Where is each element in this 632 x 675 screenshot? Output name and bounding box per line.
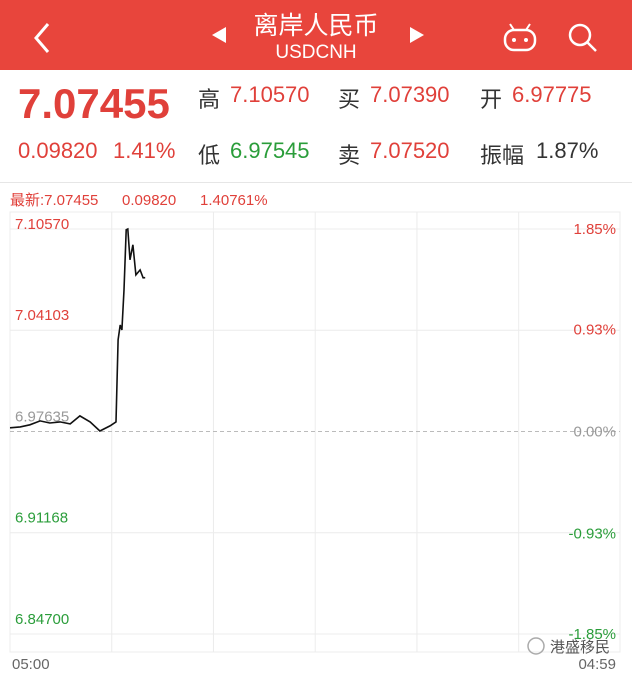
field-label: 高: [198, 87, 221, 112]
field-label: 振幅: [480, 143, 525, 168]
subtitle: USDCNH: [275, 42, 357, 63]
next-button[interactable]: [410, 27, 424, 43]
y2-tick-label: -1.85%: [568, 626, 616, 643]
back-button[interactable]: [34, 23, 50, 53]
y2-tick-label: 1.85%: [573, 221, 616, 238]
field-value: 7.10570: [230, 82, 310, 107]
y-tick-label: 6.97635: [15, 409, 69, 426]
change-pct: 1.41%: [113, 138, 176, 163]
y-tick-label: 7.04103: [15, 307, 69, 324]
field-value: 6.97545: [230, 138, 310, 163]
field-value: 1.87%: [536, 138, 599, 163]
y-tick-label: 6.84700: [15, 611, 69, 628]
header-icons: [34, 23, 597, 53]
watermark: 港盛移民: [550, 639, 610, 656]
search-button[interactable]: [568, 23, 597, 52]
field-value: 7.07390: [370, 82, 450, 107]
y2-tick-label: -0.93%: [568, 525, 616, 542]
quote-panel: 7.07455 0.09820 1.41% 高 7.10570 买 7.07390 开 6…: [0, 70, 632, 183]
info-text: 1.40761%: [200, 192, 268, 209]
field-value: 7.07520: [370, 138, 450, 163]
field-label: 低: [198, 143, 221, 168]
y-tick-label: 6.91168: [15, 510, 68, 527]
field-label: 开: [480, 87, 503, 112]
robot-button[interactable]: [503, 23, 537, 52]
intraday-chart: 最新:7.07455 0.09820 1.40761% 7.10570 7.04103 6…: [9, 192, 621, 673]
y-tick-label: 7.10570: [15, 216, 69, 233]
field-value: 6.97775: [512, 82, 592, 107]
field-label: 买: [338, 87, 361, 112]
title: 离岸人民币: [253, 12, 379, 40]
header: 离岸人民币 USDCNH: [0, 0, 632, 70]
y2-tick-label: 0.00%: [573, 424, 616, 441]
last-price: 7.07455: [18, 80, 170, 127]
y2-tick-label: 0.93%: [573, 322, 616, 339]
watermark-icon: [527, 637, 545, 655]
info-text: 最新:7.07455: [10, 192, 98, 209]
x-tick-label: 04:59: [578, 656, 616, 673]
price-line: [9, 227, 146, 432]
change: 0.09820: [18, 138, 98, 163]
info-text: 0.09820: [122, 192, 176, 209]
prev-button[interactable]: [212, 27, 226, 43]
field-label: 卖: [338, 143, 361, 168]
x-tick-label: 05:00: [12, 656, 50, 673]
